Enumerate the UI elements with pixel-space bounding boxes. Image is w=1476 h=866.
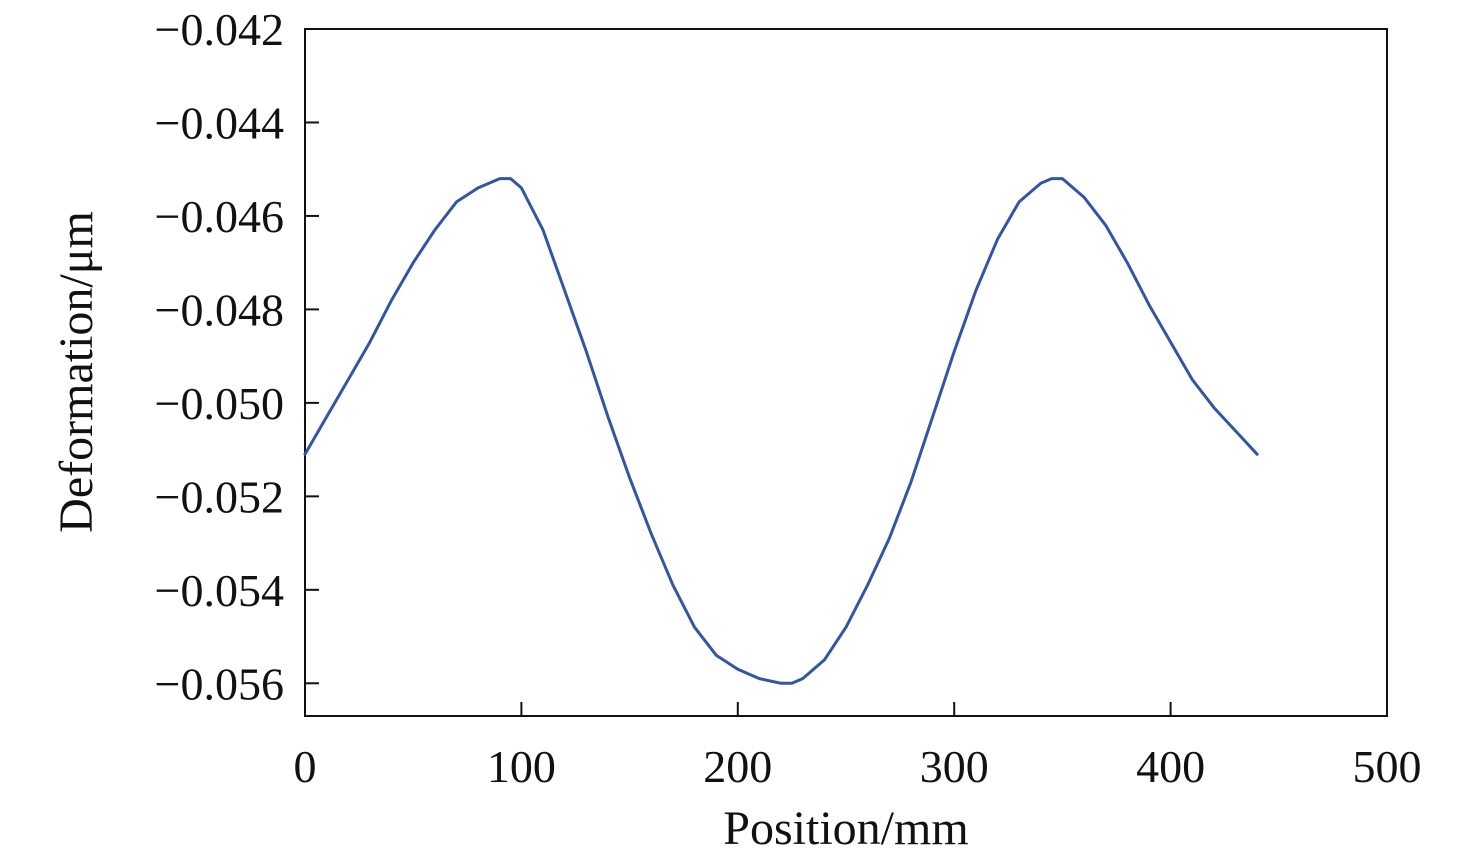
x-tick-label: 400 — [1136, 741, 1205, 792]
x-axis: 0 100 200 300 400 500 — [294, 702, 1422, 792]
y-tick-label: −0.050 — [155, 378, 284, 429]
series-line-deformation — [303, 177, 1259, 685]
y-tick-label: −0.046 — [155, 191, 284, 242]
y-axis-label: Deformation/μm — [50, 211, 103, 533]
x-tick-label: 500 — [1353, 741, 1422, 792]
y-tick-label: −0.042 — [155, 4, 284, 55]
y-tick-label: −0.056 — [155, 658, 284, 709]
y-axis: −0.042 −0.044 −0.046 −0.048 −0.050 −0.052 −0.0… — [155, 4, 319, 709]
x-tick-label: 100 — [487, 741, 556, 792]
x-axis-label: Position/mm — [723, 802, 968, 855]
x-tick-label: 200 — [703, 741, 772, 792]
y-tick-label: −0.054 — [155, 565, 284, 616]
y-tick-label: −0.052 — [155, 471, 284, 522]
x-tick-label: 300 — [920, 741, 989, 792]
y-tick-label: −0.044 — [155, 97, 284, 148]
y-tick-label: −0.048 — [155, 284, 284, 335]
plot-frame — [304, 28, 1388, 717]
x-tick-label: 0 — [294, 741, 317, 792]
